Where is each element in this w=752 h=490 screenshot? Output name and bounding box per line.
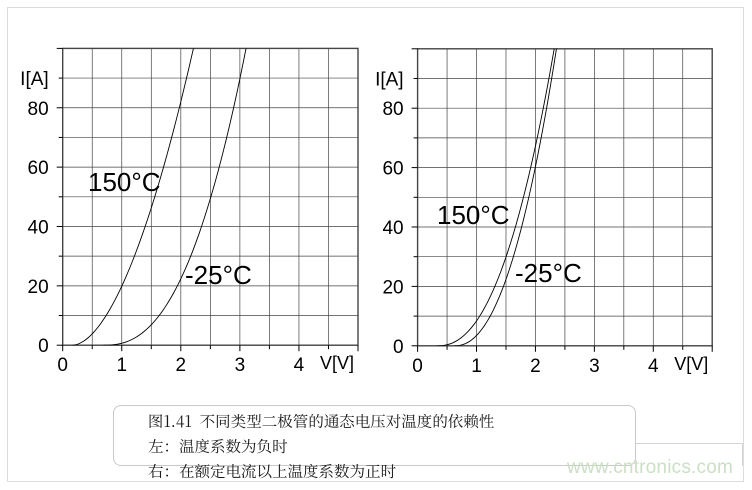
svg-text:150°C: 150°C: [88, 167, 161, 197]
svg-text:V[V]: V[V]: [320, 353, 354, 373]
svg-text:0: 0: [57, 355, 68, 376]
svg-text:150°C: 150°C: [437, 200, 510, 230]
svg-text:-25°C: -25°C: [185, 260, 252, 290]
svg-text:4: 4: [648, 356, 659, 377]
svg-text:20: 20: [28, 277, 49, 298]
svg-text:4: 4: [294, 355, 305, 376]
svg-text:3: 3: [235, 355, 246, 376]
svg-text:2: 2: [176, 355, 187, 376]
svg-text:1: 1: [116, 355, 127, 376]
svg-text:I[A]: I[A]: [375, 70, 404, 91]
svg-text:40: 40: [28, 217, 49, 238]
svg-text:I[A]: I[A]: [20, 69, 49, 90]
svg-text:2: 2: [530, 356, 541, 377]
svg-text:80: 80: [28, 99, 49, 120]
svg-text:-25°C: -25°C: [515, 258, 582, 288]
svg-text:0: 0: [393, 337, 404, 358]
svg-text:V[V]: V[V]: [674, 354, 708, 374]
svg-text:80: 80: [382, 99, 403, 120]
svg-text:3: 3: [589, 356, 600, 377]
svg-text:60: 60: [382, 159, 403, 180]
svg-text:0: 0: [412, 356, 423, 377]
svg-text:0: 0: [38, 336, 49, 357]
svg-text:40: 40: [382, 218, 403, 239]
svg-text:20: 20: [382, 277, 403, 298]
svg-text:1: 1: [471, 356, 482, 377]
svg-text:60: 60: [28, 158, 49, 179]
